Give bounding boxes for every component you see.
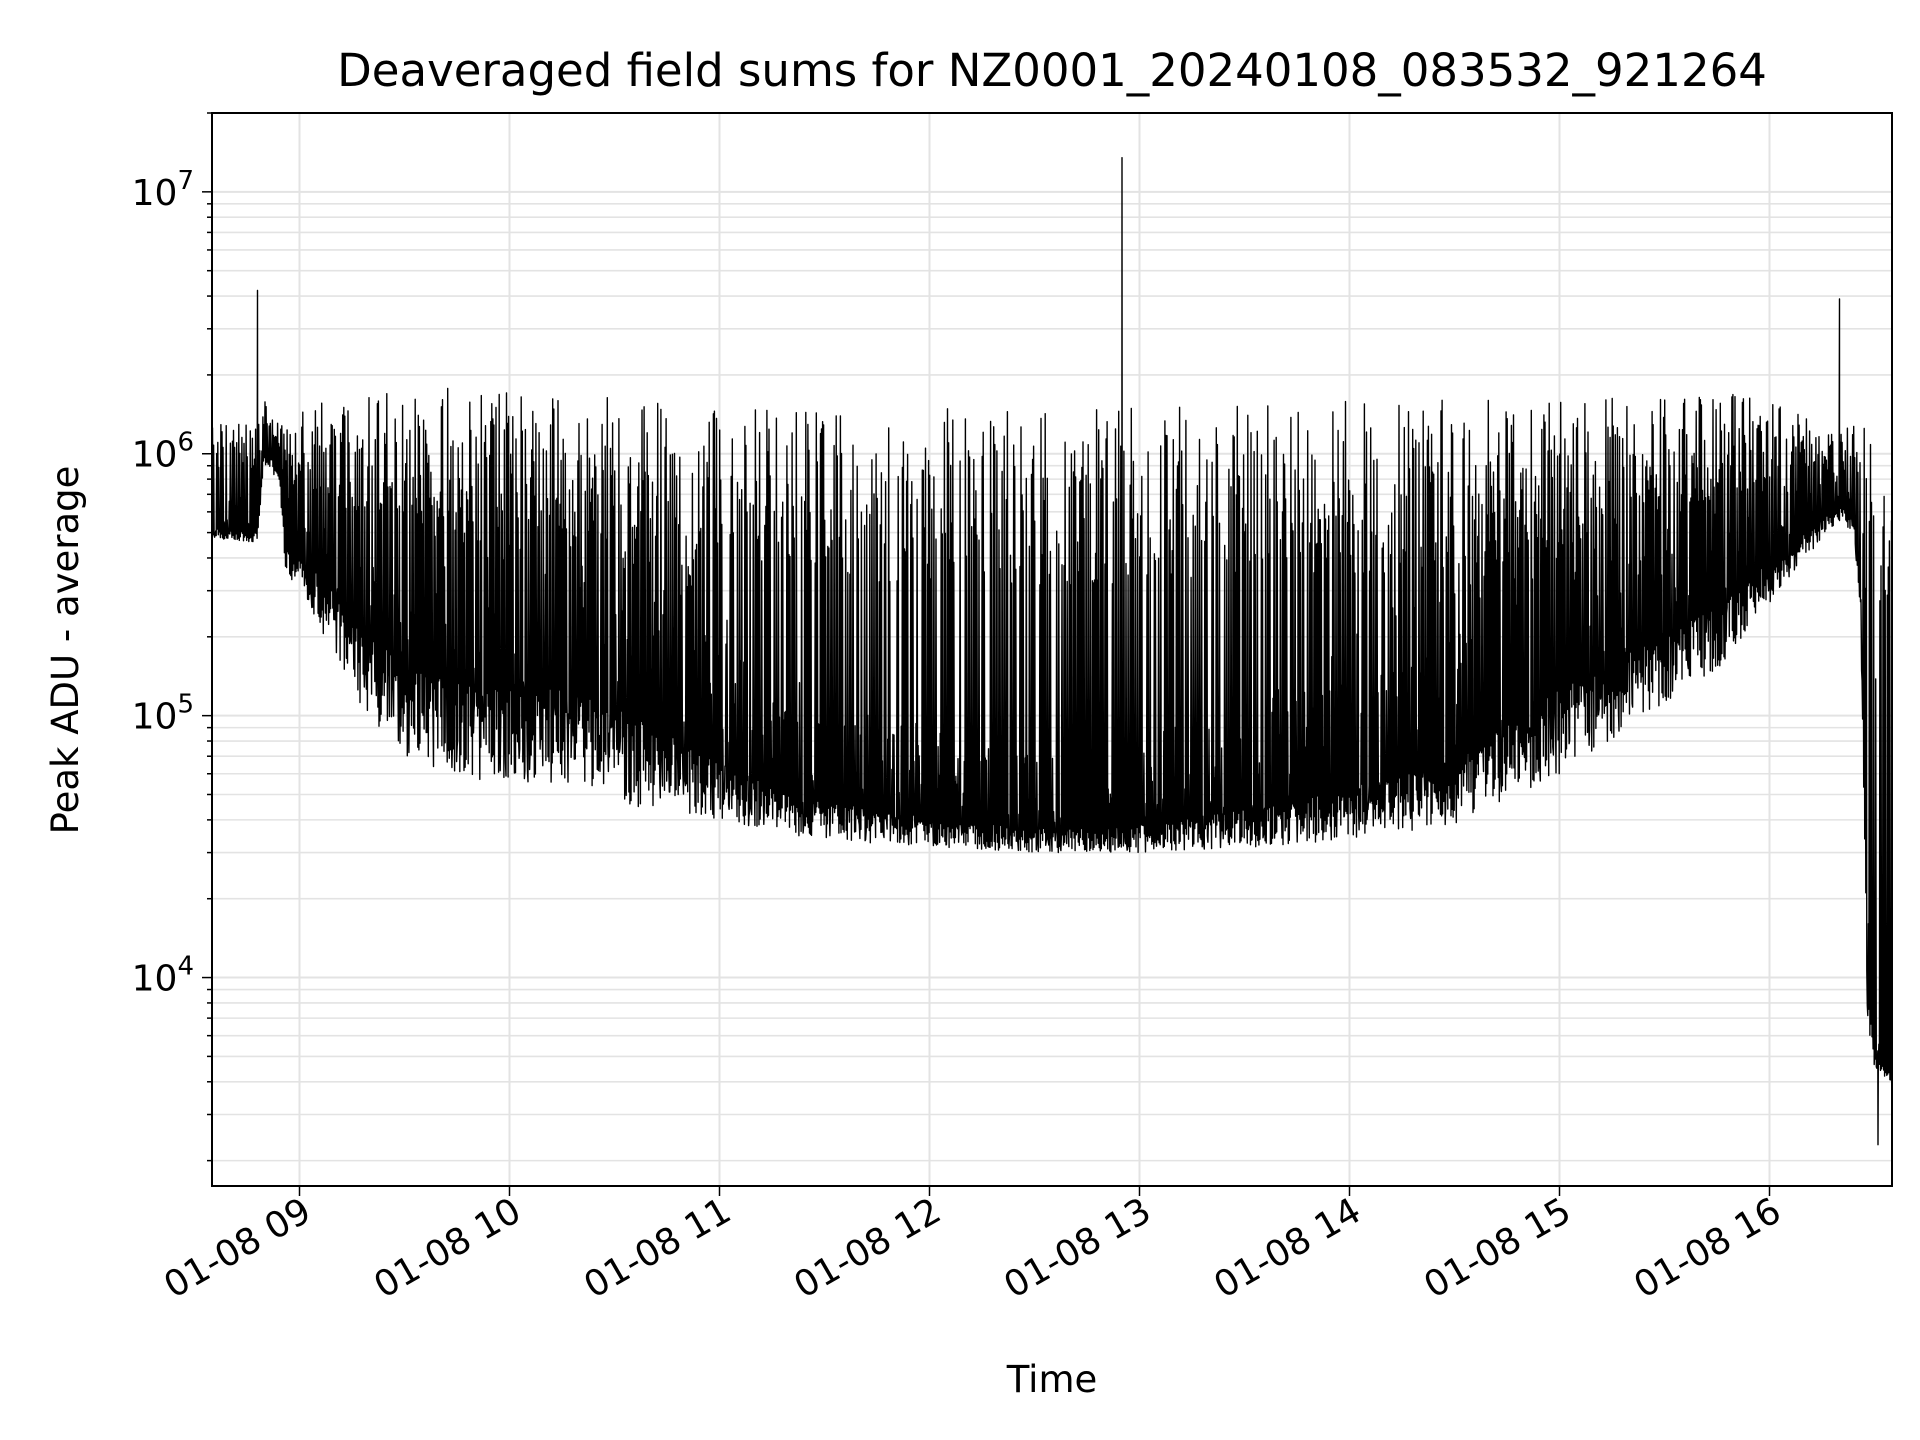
x-axis-label: Time bbox=[1006, 1358, 1098, 1401]
chart-title: Deaveraged field sums for NZ0001_2024010… bbox=[337, 44, 1767, 97]
y-axis-label: Peak ADU - average bbox=[44, 466, 87, 835]
series-layer bbox=[211, 156, 1893, 1146]
y-tick-label: 104 bbox=[132, 952, 194, 1000]
y-axis-ticks: 104 105 106 107 bbox=[132, 112, 212, 1162]
series-line bbox=[211, 156, 1893, 1146]
plot-frame bbox=[211, 112, 1893, 1187]
y-tick-label: 106 bbox=[132, 428, 194, 476]
y-tick-label: 105 bbox=[132, 690, 194, 738]
y-tick-label: 107 bbox=[132, 166, 194, 214]
